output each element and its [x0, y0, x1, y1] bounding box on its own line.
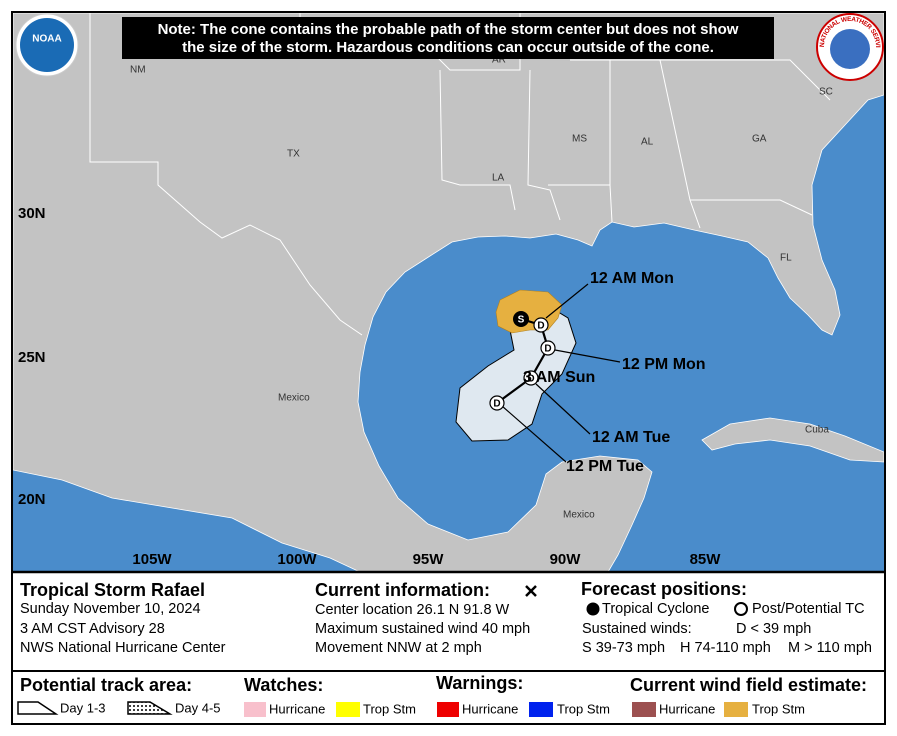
ptc-icon: [734, 602, 748, 616]
region-label: LA: [492, 173, 505, 184]
point-label: D: [537, 321, 544, 332]
watch-item: Trop Stm: [363, 701, 416, 716]
latitude-label: 30N: [18, 205, 46, 222]
longitude-label: 85W: [690, 551, 722, 568]
forecast-info: S 39-73 mph: [582, 640, 665, 656]
forecast-info: Tropical Cyclone: [602, 601, 709, 617]
point-marker: [489, 395, 505, 411]
point-marker: [540, 340, 556, 356]
point-marker: [523, 370, 539, 386]
swatch: [724, 702, 748, 717]
watch-item: Hurricane: [269, 701, 325, 716]
current-info: Center location 26.1 N 91.8 W: [315, 602, 510, 618]
forecast-label: 12 PM Mon: [622, 356, 706, 373]
swatch: [529, 702, 553, 717]
track-item: Day 4-5: [175, 700, 221, 715]
forecast-label: 3 AM Sun: [523, 369, 595, 386]
current-title: Current information:: [315, 580, 490, 600]
forecast-info: Sustained winds:: [582, 621, 692, 637]
track-title: Potential track area:: [20, 675, 192, 695]
latitude-label: 25N: [18, 349, 46, 366]
point-label: S: [518, 315, 525, 326]
point-marker: [513, 311, 529, 327]
note-line: Note: The cone contains the probable pat…: [158, 21, 739, 38]
watches-title: Watches:: [244, 675, 323, 695]
region-label: FL: [780, 253, 792, 264]
swatch: [437, 702, 459, 717]
warning-item: Hurricane: [462, 701, 518, 716]
longitude-label: 100W: [277, 551, 317, 568]
warning-item: Trop Stm: [557, 701, 610, 716]
forecast-label: 12 AM Tue: [592, 429, 670, 446]
forecast-label: 12 AM Mon: [590, 270, 674, 287]
tc-icon: [586, 602, 600, 616]
region-label: TX: [287, 149, 300, 160]
swatch: [336, 702, 360, 717]
forecast-info: D < 39 mph: [736, 621, 811, 637]
point-label: D: [493, 399, 500, 410]
nws-logo-inner: [830, 29, 870, 69]
current-info: Maximum sustained wind 40 mph: [315, 621, 530, 637]
longitude-label: 105W: [132, 551, 172, 568]
point-marker: [533, 317, 549, 333]
wind-item: Hurricane: [659, 701, 715, 716]
latitude-label: 20N: [18, 491, 46, 508]
frame: [11, 11, 886, 725]
day13-icon: [17, 701, 59, 715]
map: NM TX AR LA MS AL GA SC FL Mexico Mexico…: [13, 13, 884, 572]
warnings-title: Warnings:: [436, 673, 523, 693]
region-label: MS: [572, 134, 587, 145]
noaa-logo-text: NOAA: [32, 34, 61, 45]
land: [13, 13, 884, 572]
longitude-label: 90W: [550, 551, 582, 568]
region-label: Cuba: [805, 425, 829, 436]
note-line: the size of the storm. Hazardous conditi…: [182, 39, 714, 56]
forecast-info: M > 110 mph: [788, 640, 872, 656]
storm-info: Sunday November 10, 2024: [20, 601, 201, 617]
note-box: [122, 17, 774, 59]
forecast-info: Post/Potential TC: [752, 601, 865, 617]
track-item: Day 1-3: [60, 700, 106, 715]
current-info: Movement NNW at 2 mph: [315, 640, 482, 656]
day45-icon: [127, 701, 173, 715]
region-label: SC: [819, 87, 833, 98]
region-label: NM: [130, 65, 146, 76]
point-label: D: [544, 344, 551, 355]
storm-name: Tropical Storm Rafael: [20, 580, 205, 600]
noaa-logo-inner: [20, 18, 74, 72]
label-leaders: [501, 283, 621, 463]
cuba: [701, 417, 884, 463]
point-label: D: [527, 374, 534, 385]
storm-info: NWS National Hurricane Center: [20, 640, 226, 656]
wind-item: Trop Stm: [752, 701, 805, 716]
swatch: [632, 702, 656, 717]
swatch: [244, 702, 266, 717]
region-label: AR: [492, 55, 506, 66]
storm-info: 3 AM CST Advisory 28: [20, 621, 165, 637]
longitude-label: 95W: [413, 551, 445, 568]
region-label: Mexico: [278, 393, 310, 404]
current-icon: [525, 585, 537, 597]
region-label: Mexico: [563, 510, 595, 521]
region-label: AL: [641, 137, 654, 148]
wind-title: Current wind field estimate:: [630, 675, 867, 695]
forecast-label: 12 PM Tue: [566, 458, 644, 475]
region-label: GA: [752, 134, 767, 145]
forecast-title: Forecast positions:: [581, 579, 747, 599]
forecast-info: H 74-110 mph: [680, 640, 771, 656]
